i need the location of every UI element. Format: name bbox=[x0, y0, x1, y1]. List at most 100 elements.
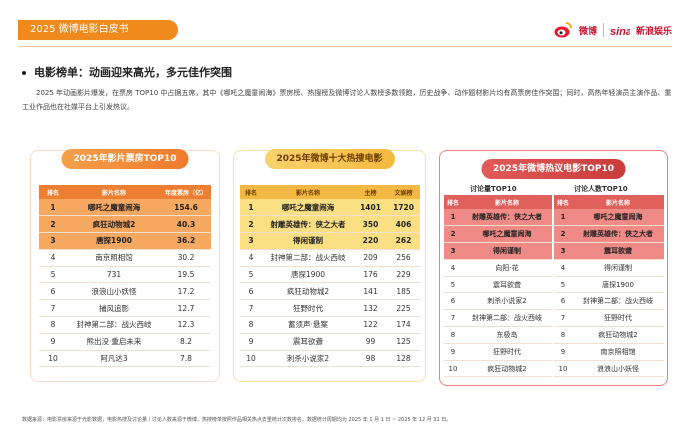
footnote: 数据来源：电影票房来源于光影数据，电影热搜及讨论量 / 讨论人数来源于微博，热搜… bbox=[22, 417, 452, 423]
value-cell: 19.5 bbox=[161, 266, 211, 284]
col-header: 年度票房（亿） bbox=[161, 185, 211, 199]
rank-cell: 8 bbox=[444, 326, 462, 344]
rank-cell: 4 bbox=[240, 249, 262, 267]
sina-logo-icon: sina bbox=[610, 20, 632, 40]
film-name-cell: 阿凡达3 bbox=[67, 350, 161, 368]
film-name-cell: 捕风追影 bbox=[67, 299, 161, 318]
table-row: 3 得闲谨制 220 262 bbox=[240, 232, 420, 250]
film-name-cell: 震耳欲聋 bbox=[572, 242, 664, 260]
film-name-cell: 南京照相馆 bbox=[572, 343, 664, 361]
film-name-cell: 封神第二部：战火西岐 bbox=[572, 292, 664, 311]
film-name-cell: 得闲谨制 bbox=[572, 259, 664, 277]
rank-cell: 8 bbox=[554, 326, 572, 344]
film-name-cell: 刺杀小说家2 bbox=[462, 292, 552, 311]
svg-text:sina: sina bbox=[610, 26, 630, 38]
rank-cell: 4 bbox=[39, 249, 67, 267]
table-row: 9 南京照相馆 bbox=[554, 343, 664, 361]
col-header: 排名 bbox=[554, 195, 572, 209]
table-row: 6 封神第二部：战火西岐 bbox=[554, 292, 664, 311]
rank-cell: 6 bbox=[554, 292, 572, 311]
film-name-cell: 熊出没·重启未来 bbox=[67, 333, 161, 351]
discussion-card: 2025年微博热议电影TOP10 讨论量TOP10 讨论人数TOP10 排名 影… bbox=[439, 150, 668, 386]
value-cell: 12.7 bbox=[161, 299, 211, 318]
film-name-cell: 震耳欲聋 bbox=[462, 276, 552, 294]
value-cell: 98 bbox=[354, 350, 387, 368]
box-office-card: 2025年影片票房TOP10 排名 影片名称 年度票房（亿） 1 哪吒之魔童闹海 1… bbox=[30, 149, 220, 382]
value-cell: 350 bbox=[354, 215, 387, 234]
value-cell: 122 bbox=[354, 316, 387, 334]
film-name-cell: 狂野时代 bbox=[262, 299, 354, 318]
table-row: 6 疯狂动物城2 141 185 bbox=[240, 282, 420, 301]
table-row: 3 得闲谨制 bbox=[444, 242, 552, 260]
section-title: 电影榜单：动画迎来高光，多元佳作突围 bbox=[22, 64, 232, 80]
col-header: 影片名称 bbox=[572, 195, 664, 209]
table-row: 10 刺杀小说家2 98 128 bbox=[240, 350, 420, 368]
rank-cell: 8 bbox=[39, 316, 67, 334]
table-row: 8 蓄须声·悬案 122 174 bbox=[240, 316, 420, 334]
section-title-text: 电影榜单：动画迎来高光，多元佳作突围 bbox=[34, 66, 232, 79]
value-cell: 99 bbox=[354, 333, 387, 351]
rank-cell: 6 bbox=[240, 282, 262, 301]
value-cell: 141 bbox=[354, 282, 387, 301]
table-row: 7 捕风追影 12.7 bbox=[39, 299, 211, 318]
table-row: 5 唐探1900 bbox=[554, 276, 664, 294]
value-cell: 220 bbox=[354, 232, 387, 250]
value-cell: 174 bbox=[387, 316, 420, 334]
box-office-table: 排名 影片名称 年度票房（亿） 1 哪吒之魔童闹海 154.6 2 疯狂动物城2 40.3… bbox=[39, 185, 211, 368]
film-name-cell: 疯狂动物城2 bbox=[262, 282, 354, 301]
volume-table: 排名 影片名称 1 射雕英雄传：侠之大者 2 哪吒之魔童闹海 3 得闲谨制 4 向阳·花 5 震耳… bbox=[444, 195, 552, 378]
film-name-cell: 蓄须声·悬案 bbox=[262, 316, 354, 334]
film-name-cell: 得闲谨制 bbox=[462, 242, 552, 260]
table-header-row: 排名 影片名称 bbox=[554, 195, 664, 209]
table-row: 7 狂野时代 bbox=[554, 309, 664, 328]
table-row: 3 震耳欲聋 bbox=[554, 242, 664, 260]
rank-cell: 9 bbox=[444, 343, 462, 361]
hot-search-card: 2025年微博十大热搜电影 排名 影片名称 主榜 文娱榜 1 哪吒之魔童闹海 140… bbox=[233, 149, 426, 382]
rank-cell: 3 bbox=[554, 242, 572, 260]
table-row: 10 阿凡达3 7.8 bbox=[39, 350, 211, 368]
value-cell: 185 bbox=[387, 282, 420, 301]
rank-cell: 7 bbox=[240, 299, 262, 318]
value-cell: 406 bbox=[387, 215, 420, 234]
value-cell: 225 bbox=[387, 299, 420, 318]
rank-cell: 6 bbox=[39, 282, 67, 301]
discussion-title: 2025年微博热议电影TOP10 bbox=[481, 159, 626, 179]
value-cell: 8.2 bbox=[161, 333, 211, 351]
table-row: 6 浪浪山小妖怪 17.2 bbox=[39, 282, 211, 301]
sina-logo-text: 新浪娱乐 bbox=[635, 26, 672, 37]
table-row: 7 封神第二部：战火西岐 bbox=[444, 309, 552, 328]
film-name-cell: 封神第二部：战火西岐 bbox=[462, 309, 552, 328]
film-name-cell: 唐探1900 bbox=[67, 232, 161, 250]
rank-cell: 5 bbox=[240, 266, 262, 284]
film-name-cell: 哪吒之魔童闹海 bbox=[67, 199, 161, 217]
people-table: 排名 影片名称 1 哪吒之魔童闹海 2 射雕英雄传：侠之大者 3 震耳欲聋 4 得闲谨制 5 唐探… bbox=[554, 195, 664, 378]
rank-cell: 2 bbox=[554, 225, 572, 244]
table-row: 4 向阳·花 bbox=[444, 259, 552, 277]
film-name-cell: 哪吒之魔童闹海 bbox=[462, 225, 552, 244]
value-cell: 1401 bbox=[354, 199, 387, 217]
table-row: 2 射雕英雄传：侠之大者 bbox=[554, 225, 664, 244]
value-cell: 209 bbox=[354, 249, 387, 267]
table-row: 9 震耳欲聋 99 125 bbox=[240, 333, 420, 351]
table-row: 9 狂野时代 bbox=[444, 343, 552, 361]
film-name-cell: 刺杀小说家2 bbox=[262, 350, 354, 368]
rank-cell: 7 bbox=[554, 309, 572, 328]
value-cell: 229 bbox=[387, 266, 420, 284]
rank-cell: 10 bbox=[39, 350, 67, 368]
value-cell: 132 bbox=[354, 299, 387, 318]
film-name-cell: 狂野时代 bbox=[462, 343, 552, 361]
value-cell: 256 bbox=[387, 249, 420, 267]
col-header: 排名 bbox=[240, 185, 262, 199]
table-row: 1 哪吒之魔童闹海 1401 1720 bbox=[240, 199, 420, 217]
value-cell: 12.3 bbox=[161, 316, 211, 334]
film-name-cell: 731 bbox=[67, 266, 161, 284]
rank-cell: 1 bbox=[554, 209, 572, 227]
table-row: 2 疯狂动物城2 40.3 bbox=[39, 215, 211, 234]
film-name-cell: 得闲谨制 bbox=[262, 232, 354, 250]
value-cell: 125 bbox=[387, 333, 420, 351]
table-row: 8 封神第二部：战火西岐 12.3 bbox=[39, 316, 211, 334]
rank-cell: 5 bbox=[444, 276, 462, 294]
rank-cell: 2 bbox=[39, 215, 67, 234]
table-header-row: 排名 影片名称 主榜 文娱榜 bbox=[240, 185, 420, 199]
rank-cell: 7 bbox=[39, 299, 67, 318]
